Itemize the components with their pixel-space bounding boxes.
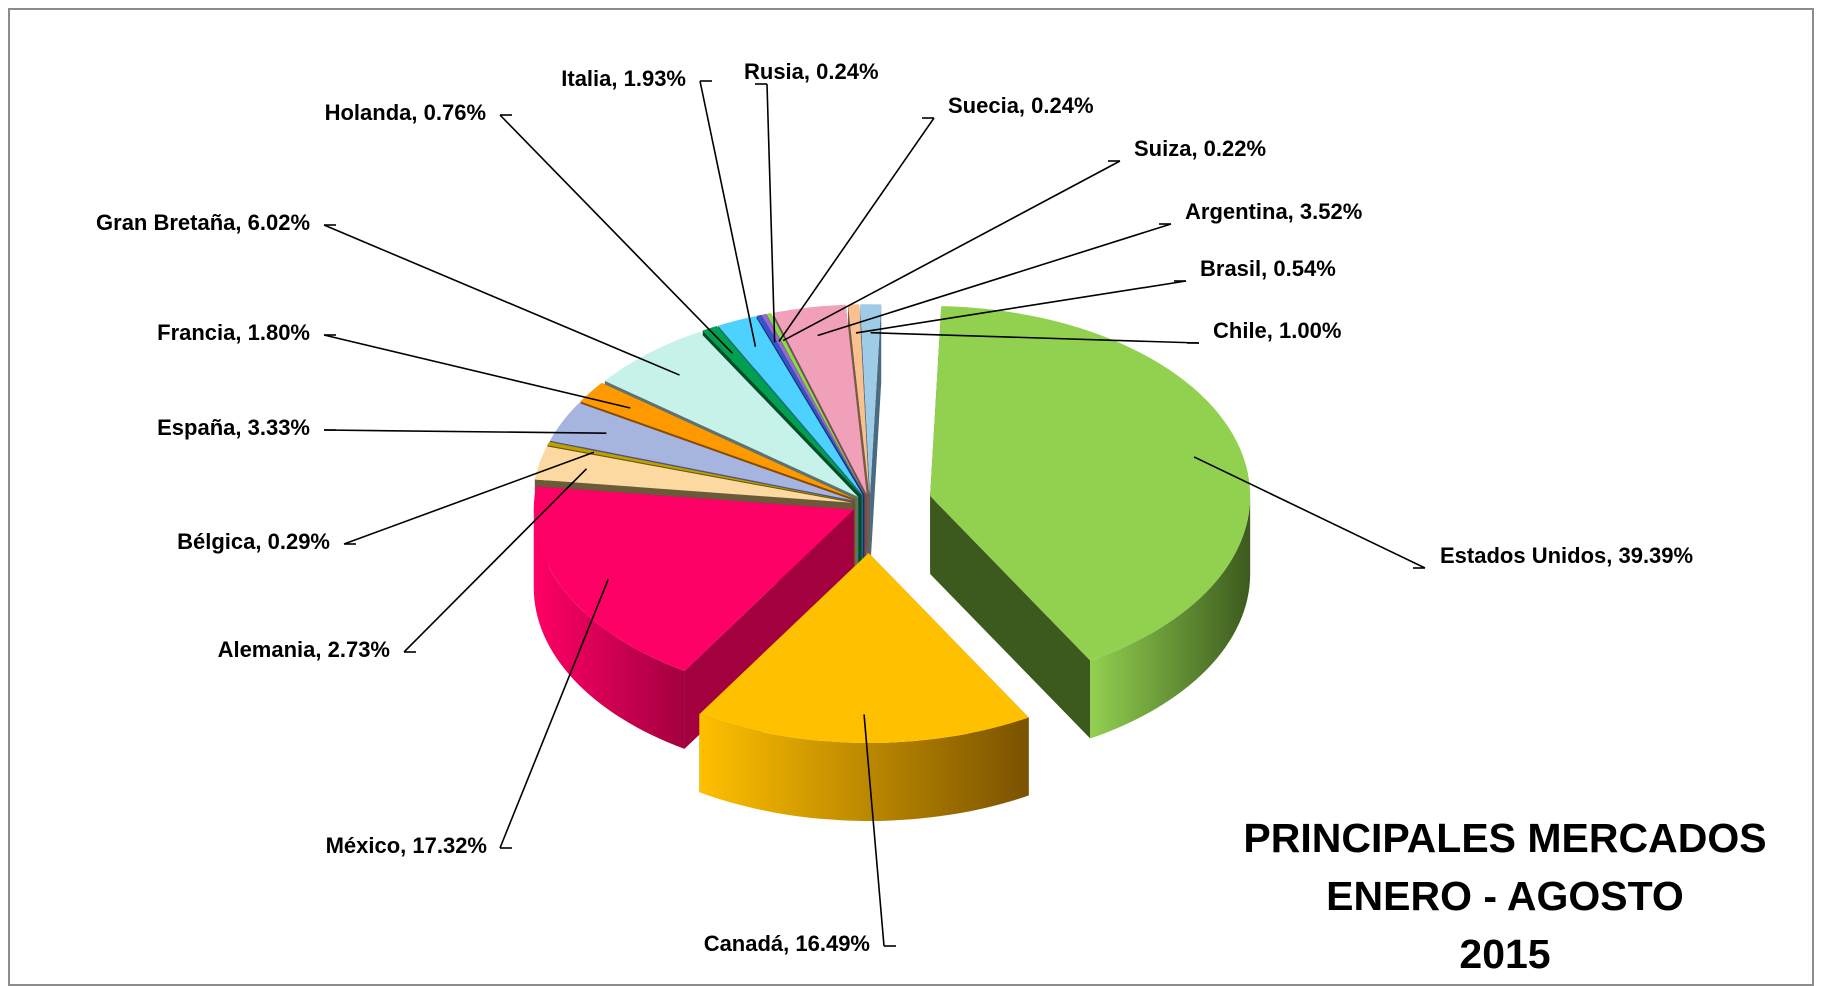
leader-line [499,114,734,354]
slice-top [580,382,856,499]
chart-title-line-2: ENERO - AGOSTO [1326,873,1684,919]
slice-label: Gran Bretaña, 6.02% [96,210,310,235]
leader-line [343,451,595,545]
slice-top [534,446,853,503]
slice-top [718,316,863,496]
slice-top [766,313,865,495]
slice-top [860,304,882,495]
slice-top [533,486,854,671]
pie-slice-canadá [699,552,1029,821]
slice-top [773,304,867,495]
slice-label: Francia, 1.80% [157,320,310,345]
leader-line [855,280,1187,334]
slice-label: Canadá, 16.49% [704,931,870,956]
pie-slice-estados-unidos [930,306,1251,739]
slice-side [533,509,685,749]
chart-title-line-3: 2015 [1459,931,1550,977]
leader-line [778,117,935,342]
slice-label: Alemania, 2.73% [218,637,390,662]
slice-wall [870,304,882,573]
leader-line [863,714,885,947]
slice-top [848,304,870,495]
leader-line [499,578,610,849]
leader-line [403,468,588,653]
leader-line [766,83,776,343]
pie-slices [533,304,1251,821]
leader-line [323,334,631,409]
leader-line [817,223,1172,337]
slice-label: Argentina, 3.52% [1185,199,1362,224]
slice-label: Suecia, 0.24% [948,93,1094,118]
leader-line [782,160,1121,342]
leader-line [699,80,757,347]
leader-line [1193,456,1426,569]
slice-top [702,326,862,496]
slice-top [547,441,853,502]
slice-side [699,714,1029,821]
slice-labels: Estados Unidos, 39.39% Canadá, 16.49% Méxi… [96,59,1693,956]
slice-label: Rusia, 0.24% [744,59,879,84]
slice-top [756,314,865,495]
slice-label: Estados Unidos, 39.39% [1440,543,1693,568]
slice-label: Holanda, 0.76% [325,100,486,125]
slice-label: Chile, 1.00% [1213,318,1341,343]
slice-label: Bélgica, 0.29% [177,529,330,554]
slice-top [930,306,1251,661]
slice-top [699,552,1029,743]
slice-wall [930,495,1091,739]
slice-label: México, 17.32% [326,833,487,858]
chart-frame [8,8,1814,986]
slice-top [761,313,865,495]
leader-line [323,224,680,376]
slice-label: Brasil, 0.54% [1200,256,1336,281]
slice-top [549,403,854,501]
slice-top [604,331,859,497]
slice-label: Suiza, 0.22% [1134,136,1266,161]
leader-line [870,331,1200,344]
slice-label: España, 3.33% [157,415,310,440]
leader-line [323,429,607,435]
slice-label: Italia, 1.93% [561,66,686,91]
chart-title-line-1: PRINCIPALES MERCADOS [1243,815,1766,861]
leader-lines [323,80,1426,947]
slice-side [1090,495,1251,739]
